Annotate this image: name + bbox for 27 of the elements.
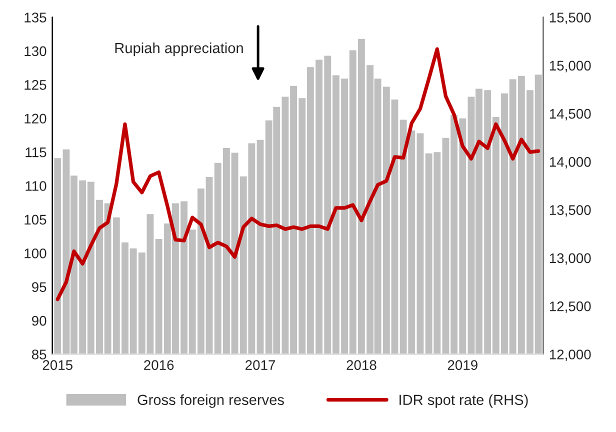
y2-tick-label: 13,500	[550, 205, 591, 217]
x-tick-label: 2018	[346, 360, 376, 370]
legend-label: IDR spot rate (RHS)	[400, 394, 528, 408]
legend-label: Gross foreign reserves	[138, 394, 284, 408]
y-tick-label: 115	[26, 148, 46, 158]
y-tick-label: 135	[24, 12, 46, 22]
x-tick-label: 2016	[144, 360, 174, 370]
x-tick-label: 2017	[246, 360, 276, 370]
y-tick-label: 85	[32, 350, 46, 360]
y-tick-label: 130	[24, 46, 46, 56]
y2-tick-label: 13,000	[550, 253, 591, 265]
annotation: Rupiah appreciation	[115, 42, 243, 56]
y-tick-label: 120	[24, 114, 46, 124]
y2-tick-label: 15,000	[550, 60, 591, 72]
y2-tick-label: 12,500	[550, 301, 591, 313]
y2-tick-label: 14,500	[550, 108, 591, 120]
x-tick-label: 2019	[448, 360, 478, 370]
y-tick-label: 95	[32, 282, 46, 292]
y2-tick-label: 12,000	[550, 350, 591, 362]
y-tick-label: 90	[32, 316, 46, 326]
x-tick-label: 2015	[42, 360, 72, 370]
y-tick-label: 105	[24, 214, 46, 225]
y2-tick-label: 15,500	[550, 12, 591, 24]
y-tick-label: 125	[24, 80, 46, 90]
y-tick-label: 110	[26, 181, 46, 191]
y2-tick-label: 14,000	[550, 157, 591, 168]
y-tick-label: 100	[24, 248, 46, 258]
